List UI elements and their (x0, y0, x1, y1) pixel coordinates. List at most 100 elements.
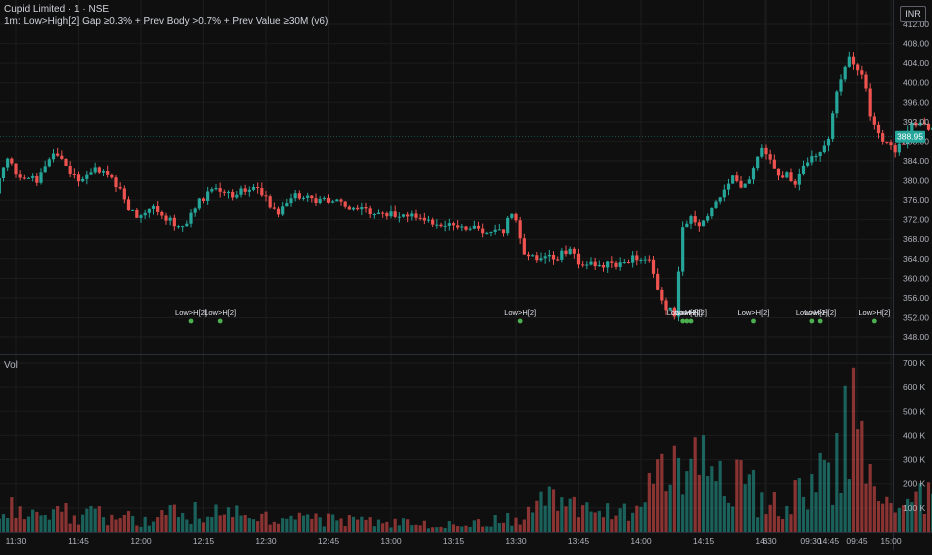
volume-bar (510, 525, 514, 532)
signal-dot (817, 318, 823, 324)
candle-body (856, 64, 860, 71)
candle-body (922, 122, 926, 125)
candle-body (460, 226, 464, 228)
volume-bar (576, 517, 581, 532)
time-tick-label: 12:45 (318, 536, 340, 546)
volume-bar (610, 519, 614, 532)
candle-body (568, 248, 572, 255)
volume-bar (51, 509, 56, 532)
volume-bar (856, 429, 860, 532)
volume-bar (464, 525, 468, 532)
time-tick-label: 6 (763, 536, 768, 546)
volume-bar (22, 519, 26, 532)
candle-body (835, 91, 839, 114)
volume-bar (756, 517, 760, 532)
candle-body (614, 262, 618, 267)
candle-body (585, 264, 589, 266)
price-tick-label: 372.00 (903, 215, 929, 225)
volume-bar (389, 527, 393, 532)
volume-bar (351, 516, 356, 532)
signal-marker: Low>H[2] (858, 308, 890, 324)
volume-bar (89, 505, 93, 532)
volume-pane-label[interactable]: Vol (4, 360, 18, 371)
candle-body (718, 197, 722, 202)
candle-body (781, 175, 785, 178)
signal-marker: Low>H[2] (796, 308, 828, 324)
candle-body (901, 143, 906, 145)
candle-body (147, 208, 151, 213)
volume-bar (797, 478, 801, 532)
volume-bar (872, 486, 876, 532)
volume-bar (922, 513, 926, 532)
volume-bar (185, 519, 189, 532)
candle-body (64, 158, 68, 167)
candle-body (914, 122, 918, 126)
time-tick-label: 13:45 (568, 536, 590, 546)
candle-body (572, 248, 576, 254)
volume-bar (697, 474, 701, 532)
price-tick-label: 400.00 (903, 78, 929, 88)
volume-bar (918, 483, 922, 532)
candle-body (872, 116, 876, 125)
volume-bar (789, 514, 793, 532)
volume-bar (160, 510, 164, 532)
volume-bar (243, 515, 247, 532)
symbol-title[interactable]: Cupid Limited · 1 · NSE (4, 4, 110, 15)
candle-body (164, 215, 168, 221)
volume-bar (481, 526, 485, 532)
signal-label: Low>H[2] (858, 308, 890, 317)
candle-body (201, 198, 206, 201)
volume-bar (468, 527, 472, 532)
volume-bar (72, 515, 76, 532)
candle-body (776, 168, 781, 176)
volume-bar (281, 518, 285, 532)
volume-bar (531, 512, 535, 532)
candle-body (818, 152, 822, 157)
volume-bar (39, 515, 43, 532)
volume-bar (768, 504, 772, 532)
volume-bar (260, 513, 264, 532)
signal-label: Low>H[2] (204, 308, 236, 317)
candle-body (531, 255, 535, 257)
candle-body (493, 229, 497, 232)
volume-bar (439, 526, 443, 532)
time-axis[interactable]: 11:30 11:45 12:00 12:15 12:30 12:45 13:00 13:15… (6, 536, 932, 546)
volume-bar (206, 516, 210, 532)
volume-bar (397, 525, 401, 532)
volume-bar (672, 445, 676, 532)
candle-body (401, 214, 406, 217)
candle-body (335, 199, 339, 202)
volume-bar (626, 520, 631, 532)
indicator-title[interactable]: 1m: Low>High[2] Gap ≥0.3% + Prev Body >0… (4, 16, 329, 27)
candle-body (426, 219, 431, 221)
candle-body (685, 223, 689, 228)
volume-bar (193, 501, 197, 532)
volume-bar (401, 518, 406, 532)
time-tick-label: 13:00 (380, 536, 402, 546)
volume-axis[interactable]: 700 K 600 K 500 K 400 K 300 K 200 K 100 K (903, 358, 926, 513)
candle-body (268, 196, 272, 208)
candle-body (764, 147, 768, 155)
volume-bar (268, 524, 272, 532)
volume-bar (660, 453, 664, 532)
volume-bar (289, 515, 293, 532)
candle-body (768, 154, 772, 160)
candle-body (122, 188, 126, 200)
volume-bar (476, 519, 481, 532)
price-tick-label: 396.00 (903, 97, 929, 107)
volume-bar (101, 517, 106, 532)
currency-button[interactable]: INR (900, 6, 926, 22)
volume-bar (656, 459, 660, 532)
price-axis[interactable]: 412.00408.00404.00400.00396.00392.00388.… (903, 19, 929, 342)
volume-bar (156, 517, 160, 532)
volume-bar (897, 507, 901, 532)
candle-body (339, 199, 343, 202)
candle-body (206, 191, 210, 201)
candle-body (406, 214, 410, 217)
candle-body (347, 206, 351, 210)
volume-bar (93, 508, 97, 532)
volume-bar (735, 459, 739, 532)
time-tick-label: 12:00 (130, 536, 152, 546)
